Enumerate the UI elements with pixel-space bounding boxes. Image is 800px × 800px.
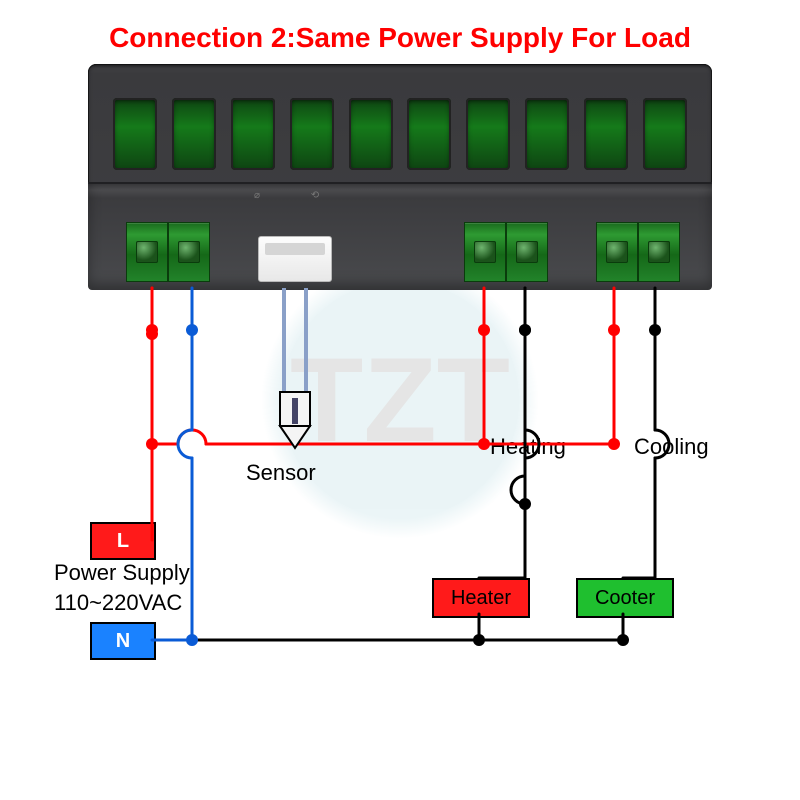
watermark-text: TZT bbox=[290, 331, 510, 469]
terminal-power-N bbox=[168, 222, 210, 282]
label-box-N: N bbox=[90, 622, 156, 660]
terminal-row bbox=[94, 222, 680, 282]
label-box-heater: Heater bbox=[432, 578, 530, 618]
controller-device: ⌀ ⟲ bbox=[88, 64, 712, 288]
label-sensor: Sensor bbox=[246, 460, 316, 486]
terminal-heating-1 bbox=[464, 222, 506, 282]
label-cooler: Cooter bbox=[595, 587, 655, 610]
label-power-supply: Power Supply bbox=[54, 560, 190, 586]
watermark: TZT bbox=[260, 260, 540, 540]
terminal-sensor-port bbox=[258, 236, 332, 282]
label-voltage: 110~220VAC bbox=[54, 590, 182, 616]
vent-slots bbox=[88, 98, 712, 170]
label-heater: Heater bbox=[451, 587, 511, 610]
diagram-title: Connection 2:Same Power Supply For Load bbox=[109, 22, 691, 54]
ledge-markings: ⌀ ⟲ bbox=[254, 190, 343, 201]
terminal-power-L bbox=[126, 222, 168, 282]
label-L: L bbox=[117, 530, 129, 553]
terminal-cooling-1 bbox=[596, 222, 638, 282]
terminal-cooling-2 bbox=[638, 222, 680, 282]
label-heating: Heating bbox=[490, 434, 566, 460]
terminal-heating-2 bbox=[506, 222, 548, 282]
label-box-cooler: Cooter bbox=[576, 578, 674, 618]
label-cooling: Cooling bbox=[634, 434, 709, 460]
label-N: N bbox=[116, 630, 130, 653]
label-box-L: L bbox=[90, 522, 156, 560]
